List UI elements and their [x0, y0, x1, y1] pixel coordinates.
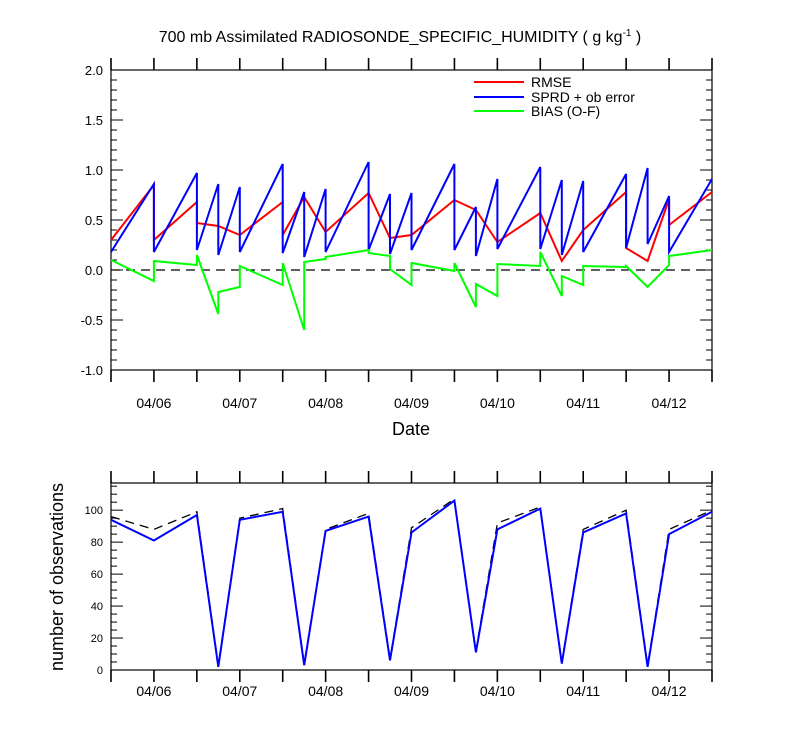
legend-label-bias: BIAS (O-F) [531, 103, 600, 119]
x-tick-label: 04/08 [308, 395, 343, 411]
top-axis-ticks [110, 58, 713, 382]
top-series-group [110, 161, 713, 331]
y-tick-label: 40 [91, 601, 103, 613]
bottom-axis-ticks [110, 471, 713, 682]
y-tick-label: 0.5 [85, 213, 103, 228]
series-line-observations-possible [110, 497, 713, 666]
y-tick-label: 0.0 [85, 263, 103, 278]
bottom-y-tick-labels: 0 20 40 60 80 100 [85, 505, 103, 677]
legend: RMSE SPRD + ob error BIAS (O-F) [474, 74, 635, 119]
y-tick-label: 20 [91, 633, 103, 645]
bottom-x-tick-labels: 04/06 04/07 04/08 04/09 04/10 04/11 04/12 [136, 683, 686, 699]
x-tick-label: 04/10 [480, 683, 515, 699]
legend-label-rmse: RMSE [531, 74, 571, 90]
y-axis-label-observations: number of observations [47, 483, 67, 671]
series-line-bias-o-f [110, 248, 713, 331]
x-tick-label: 04/10 [480, 395, 515, 411]
series-line-sprd-ob-error [110, 161, 713, 258]
y-tick-label: -0.5 [81, 313, 103, 328]
x-tick-label: 04/12 [652, 683, 687, 699]
x-tick-label: 04/11 [566, 683, 600, 699]
y-tick-label: 1.0 [85, 163, 103, 178]
x-tick-label: 04/07 [222, 395, 257, 411]
bottom-plot-frame [110, 482, 713, 671]
bottom-series-group [110, 497, 713, 667]
x-tick-label: 04/12 [652, 395, 687, 411]
legend-label-sprd: SPRD + ob error [531, 89, 635, 105]
y-tick-label: 100 [85, 505, 103, 517]
y-tick-label: -1.0 [81, 363, 103, 378]
top-panel: -1.0-0.50.00.51.01.52.0 04/06 04/07 04/08 0… [81, 58, 713, 439]
chart-title: 700 mb Assimilated RADIOSONDE_SPECIFIC_H… [159, 28, 642, 46]
x-axis-label: Date [392, 419, 430, 439]
top-x-tick-labels: 04/06 04/07 04/08 04/09 04/10 04/11 04/12 [136, 395, 686, 411]
top-y-tick-labels: -1.0 -0.5 0.0 0.5 1.0 1.5 2.0 [81, 63, 103, 378]
y-tick-label: 60 [91, 569, 103, 581]
x-tick-label: 04/08 [308, 683, 343, 699]
x-tick-label: 04/09 [394, 395, 429, 411]
y-tick-label: 2.0 [85, 63, 103, 78]
y-tick-label: 1.5 [85, 113, 103, 128]
x-tick-label: 04/09 [394, 683, 429, 699]
series-line-observations-used [110, 498, 713, 667]
x-tick-label: 04/11 [566, 395, 600, 411]
x-tick-label: 04/06 [136, 395, 171, 411]
x-tick-label: 04/07 [222, 683, 257, 699]
y-tick-label: 0 [97, 665, 103, 677]
x-tick-label: 04/06 [136, 683, 171, 699]
y-tick-label: 80 [91, 537, 103, 549]
